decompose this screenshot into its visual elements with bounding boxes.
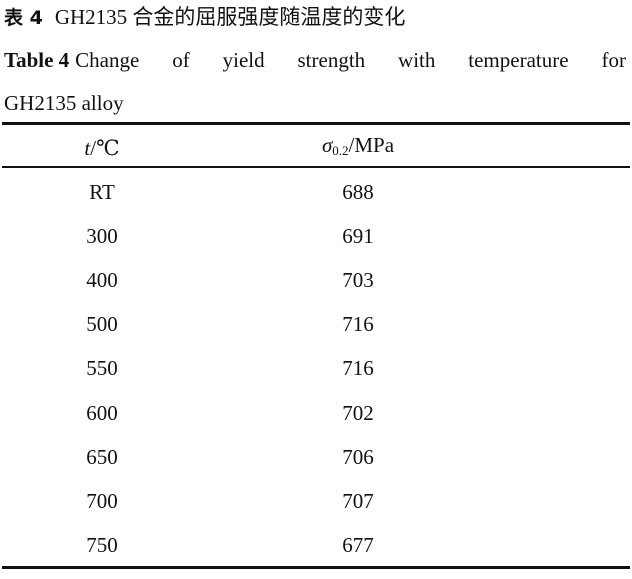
cell-yield-strength: 703 [342,268,374,293]
cell-temperature: 300 [86,224,118,249]
cell-temperature: RT [89,180,115,204]
header-sigma: σ [321,133,333,157]
cell-temperature: 650 [86,444,118,469]
cell-yield-strength: 707 [342,488,374,513]
bottom-rule [2,566,630,569]
header-yield-unit: /MPa [348,133,395,157]
caption-word: Change [75,48,140,72]
cell-yield-strength: 688 [342,180,374,204]
cell-yield-strength: 716 [342,312,374,337]
cell-temperature: 750 [86,532,118,557]
caption-english-line1: Table 4 Change of yield strength with temperat… [4,48,626,72]
header-temperature: t/℃ [22,136,182,160]
cell-temperature: 600 [86,400,118,425]
caption-word: strength [297,48,366,72]
cell-yield-strength: 677 [342,532,374,557]
caption-chinese-text: GH2135 合金的屈服强度随温度的变化 [54,5,406,29]
cell-temperature: 550 [86,356,118,381]
header-rule [2,166,630,168]
caption-word: yield [222,48,265,72]
cell-yield-strength: 716 [342,356,374,381]
caption-chinese: 表 4 GH2135 合金的屈服强度随温度的变化 [4,5,626,30]
caption-english-start: Table 4 Change [4,48,139,72]
cell-yield-strength: 702 [342,400,374,425]
caption-chinese-label: 表 4 [4,7,43,29]
cell-temperature: 700 [86,488,118,513]
caption-word: of [172,48,190,72]
header-temperature-unit: /℃ [90,136,120,160]
caption-word: temperature [468,48,569,72]
header-sigma-subscript: 0.2 [332,143,349,158]
caption-english-line2: GH2135 alloy [4,91,124,115]
caption-word: for [601,48,626,72]
caption-english-label: Table 4 [4,48,70,72]
cell-yield-strength: 691 [342,224,374,249]
top-rule [2,122,630,125]
cell-temperature: 400 [86,268,118,293]
header-temperature-var: t [84,136,91,160]
cell-yield-strength: 706 [342,444,374,469]
header-yield-strength: σ0.2/MPa [278,133,438,163]
caption-word: with [398,48,436,72]
cell-temperature: 500 [86,312,118,337]
